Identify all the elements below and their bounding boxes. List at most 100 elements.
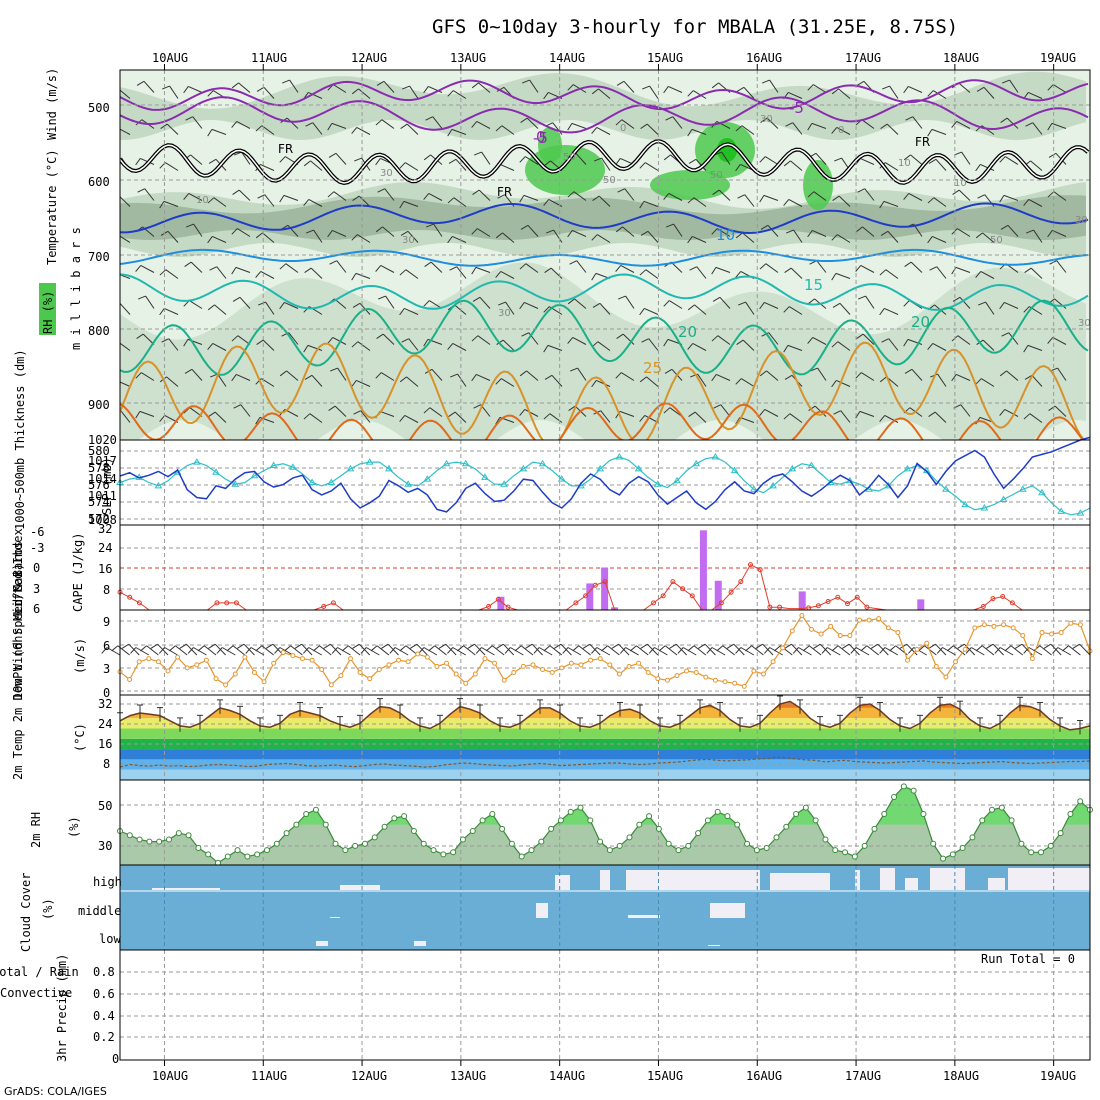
rh-marker (871, 825, 878, 832)
rh-marker (263, 847, 270, 854)
rh-marker (714, 808, 721, 815)
wind-barb (1028, 199, 1043, 207)
wind-barb-flag (879, 308, 885, 316)
ylabel-precip-conv: Convective (0, 986, 72, 1000)
li-marker (1000, 594, 1006, 600)
wind-barb-flag (327, 230, 333, 238)
wind-barb-flag (428, 645, 436, 652)
wind-barb (383, 81, 395, 93)
wind-barb-flag (713, 404, 721, 409)
li-marker (670, 579, 676, 585)
wind-barb-flag (1023, 306, 1030, 313)
ylabel-cape: CAPE (J/kg) (71, 533, 85, 612)
wind-barb-flag (711, 228, 718, 235)
ytick-li: 6 (33, 602, 40, 616)
thickness-marker (807, 461, 816, 468)
wind-barb (766, 117, 779, 129)
wind-barb (241, 151, 251, 165)
wind-barb (765, 156, 779, 165)
wind-barb (478, 189, 491, 201)
wind-barb-flag (687, 129, 693, 137)
rh-marker (293, 821, 300, 828)
wind-barb (740, 647, 755, 656)
wind-barb (423, 647, 438, 656)
wind-marker (703, 674, 709, 680)
wind-marker (127, 676, 133, 682)
wind-barb-flag (1048, 152, 1057, 158)
wind-barb (601, 157, 611, 171)
rh-marker (773, 834, 780, 841)
isotherm (120, 341, 1086, 440)
wind-barb-flag (954, 151, 962, 156)
wind-marker (520, 663, 526, 669)
thickness-marker (749, 485, 758, 492)
rh-label-i: 50 (990, 235, 1003, 246)
wind-barb-flag (617, 188, 625, 193)
wind-barb (337, 367, 347, 381)
wind-barb-flag (663, 154, 671, 161)
wind-barb-flag (255, 378, 262, 385)
wind-barb (139, 410, 155, 417)
wind-barb-flag (399, 269, 407, 276)
wind-marker (1068, 620, 1074, 626)
wind-barb-flag (136, 80, 145, 86)
wind-barb-flag (209, 266, 217, 271)
rh-marker (851, 853, 858, 860)
wind-barb-flag (642, 85, 650, 90)
wind-barb-flag (520, 117, 528, 123)
wind-barb-flag (665, 116, 673, 121)
wind-barb (479, 297, 491, 309)
li-marker (728, 589, 734, 595)
wind-barb (645, 269, 659, 279)
wind-barb-flag (328, 152, 337, 158)
chart-title: GFS 0~10day 3-hourly for MBALA (31.25E, … (432, 16, 958, 38)
ytick-precip: 0.4 (93, 1009, 115, 1023)
wind-barb (429, 407, 443, 417)
rh-marker (626, 834, 633, 841)
wind-marker (607, 662, 613, 668)
ylabel-wind10m: 10m Wind Speed & Barbs (11, 541, 25, 700)
cape-bar (714, 580, 722, 610)
rh-marker (352, 842, 359, 849)
wind-barb-flag (784, 643, 792, 649)
wind-barb-flag (185, 116, 193, 121)
wind-marker (1077, 622, 1083, 628)
wind-barb-flag (567, 298, 575, 305)
wind-marker (866, 617, 872, 623)
iso-label-minus5-a: -5 (533, 129, 548, 147)
wind-barb (366, 647, 380, 656)
wind-barb (406, 376, 419, 387)
wind-barb-flag (567, 123, 573, 131)
wind-barb-flag (615, 226, 623, 233)
wind-barb-flag (525, 643, 533, 649)
wind-barb-flag (735, 417, 741, 425)
isotherm (120, 402, 1085, 440)
ylabel-rh2m-unit: (%) (67, 816, 81, 838)
cloud-clear-low (414, 941, 426, 946)
ytick-700: 700 (88, 250, 110, 264)
wind-barb-flag (207, 304, 215, 311)
wind-barb (451, 128, 467, 135)
wind-barb-flag (592, 302, 601, 308)
rh-marker (450, 849, 457, 856)
wind-barb (668, 85, 683, 93)
wind-marker (549, 670, 555, 676)
li-marker (777, 604, 783, 610)
axis-labels: Temperature (°C) Wind (m/s) RH (%) m i l… (0, 68, 1075, 1098)
ylabel-wind: Wind (m/s) (45, 68, 59, 140)
wind-barb-flag (832, 195, 840, 201)
wind-barb (285, 263, 299, 273)
wind-barb-flag (130, 647, 137, 654)
wind-barb-flag (351, 380, 357, 388)
wind-barb-flag (1000, 224, 1009, 230)
wind-barb (520, 645, 534, 656)
wind-barb (360, 410, 371, 423)
cloud-clear (340, 885, 380, 890)
cape-bar (497, 596, 505, 610)
wind-barb (885, 269, 899, 279)
wind-barb (623, 81, 635, 93)
wind-barb (622, 226, 635, 237)
wind-barb (933, 197, 947, 207)
wind-barb (1008, 332, 1019, 345)
wind-barb-flag (279, 302, 285, 310)
